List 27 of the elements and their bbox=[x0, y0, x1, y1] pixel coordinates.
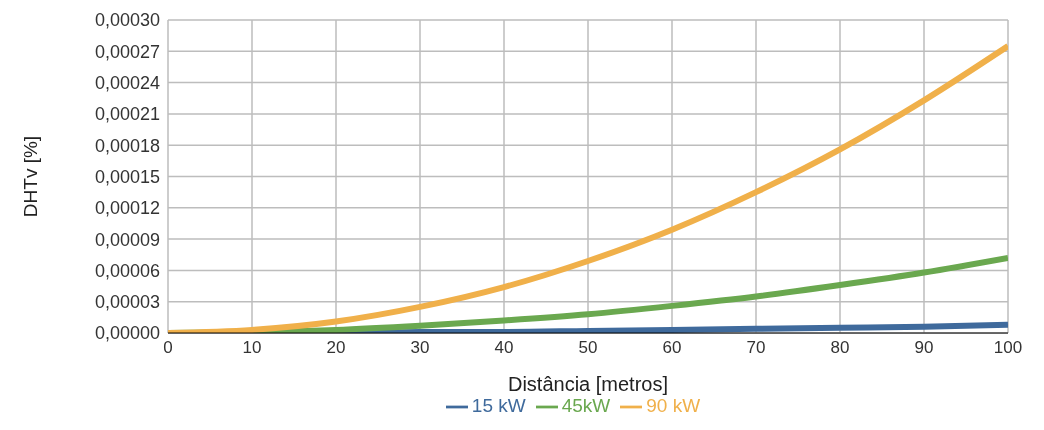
legend-label: 15 kW bbox=[471, 395, 526, 417]
y-tick-label: 0,00024 bbox=[94, 72, 160, 93]
x-tick-label: 40 bbox=[494, 338, 514, 358]
x-axis-title: Distância [metros] bbox=[507, 373, 669, 396]
y-tick-label: 0,00027 bbox=[94, 41, 160, 62]
y-tick-label: 0,00003 bbox=[94, 292, 160, 313]
y-tick-label: 0,00018 bbox=[94, 135, 160, 156]
x-tick-label: 80 bbox=[830, 338, 850, 358]
x-tick-label: 0 bbox=[163, 338, 173, 358]
legend-label: 90 kW bbox=[646, 395, 701, 417]
y-tick-label: 0,00030 bbox=[94, 10, 160, 31]
x-tick-label: 70 bbox=[746, 338, 766, 358]
y-tick-label: 0,00012 bbox=[94, 198, 160, 219]
y-tick-label: 0,00006 bbox=[94, 260, 160, 281]
x-tick-label: 100 bbox=[993, 338, 1023, 358]
y-tick-label: 0,00000 bbox=[94, 323, 160, 344]
x-tick-label: 30 bbox=[410, 338, 430, 358]
x-tick-label: 50 bbox=[578, 338, 598, 358]
y-tick-label: 0,00009 bbox=[94, 229, 160, 250]
y-axis-title: DHTv [%] bbox=[19, 135, 41, 218]
x-tick-label: 60 bbox=[662, 338, 682, 358]
y-tick-label: 0,00015 bbox=[94, 166, 160, 187]
y-tick-label: 0,00021 bbox=[94, 104, 160, 125]
x-tick-label: 20 bbox=[326, 338, 346, 358]
x-tick-label: 90 bbox=[914, 338, 934, 358]
x-tick-label: 10 bbox=[242, 338, 262, 358]
legend-label: 45kW bbox=[561, 395, 611, 417]
